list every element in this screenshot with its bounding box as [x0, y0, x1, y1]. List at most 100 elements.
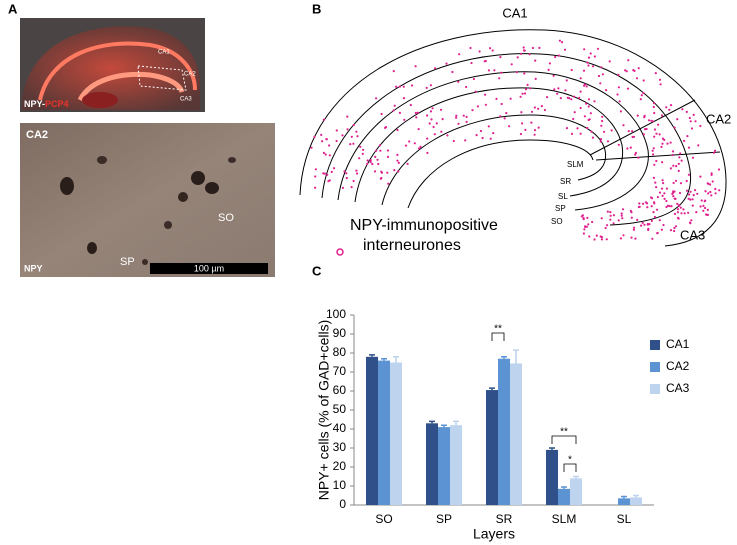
cell-dot — [533, 133, 536, 136]
cell-dot — [325, 138, 328, 141]
layer-label: SP — [120, 256, 135, 268]
bar — [366, 356, 378, 505]
cell-dot — [369, 161, 372, 164]
cell-dot — [714, 192, 717, 195]
cell-dot — [409, 103, 412, 107]
cell-dot — [601, 115, 604, 118]
cell-dot — [674, 225, 678, 228]
cell-dot — [328, 179, 331, 182]
panel-label: B — [312, 1, 321, 16]
cell-dot — [671, 192, 674, 195]
cell-dot — [712, 151, 716, 154]
cell-dot — [687, 173, 691, 176]
cell-dot — [668, 205, 671, 208]
cell-dot — [625, 70, 628, 73]
cell-dot — [465, 120, 468, 123]
cell-dot — [657, 123, 660, 126]
cell-dot — [404, 144, 408, 147]
cell-dot — [362, 148, 365, 151]
cell-dot — [508, 125, 511, 128]
cell-dot — [431, 107, 434, 110]
cell-dot — [585, 102, 588, 105]
cell-dot — [314, 168, 317, 171]
bar — [378, 360, 390, 505]
cell-dot — [700, 199, 703, 202]
cell-dot — [641, 221, 644, 224]
cell-dot — [587, 105, 590, 108]
cell-dot — [658, 219, 661, 222]
cell-dot — [670, 205, 673, 208]
cell-dot — [352, 123, 355, 127]
stain-pcp4: PCP4 — [45, 99, 69, 109]
error-bar — [633, 494, 639, 498]
cell-dot — [386, 155, 390, 158]
cell-dot — [632, 69, 635, 72]
cell-dot — [379, 149, 382, 152]
cell-dot — [369, 159, 372, 162]
legend-label: CA2 — [666, 359, 690, 373]
stain-label: NPY — [24, 263, 43, 273]
cell-dot — [439, 108, 443, 111]
cell-dot — [591, 136, 595, 139]
cell-dot — [658, 191, 662, 194]
cell-dot — [590, 130, 593, 133]
cell-dot — [599, 140, 602, 143]
y-axis-label: NPY+ cells (% of GAD+cells) — [316, 320, 332, 501]
cell-dot — [572, 117, 575, 121]
cell-dot — [660, 114, 664, 117]
legend-marker — [336, 248, 344, 256]
cell-dot — [476, 105, 479, 108]
cell-dot — [687, 146, 691, 149]
image-label: CA2 — [26, 129, 48, 141]
cell-dot — [688, 193, 691, 196]
cell-dot — [709, 190, 712, 194]
cell-dot — [589, 52, 592, 55]
x-tick-label: SR — [496, 512, 513, 526]
cell-dot — [612, 222, 615, 225]
cell-dot — [429, 84, 432, 87]
cell-dot — [493, 69, 496, 72]
cell-dot — [524, 128, 527, 131]
cell-dot — [560, 41, 564, 44]
cell-dot — [587, 223, 590, 226]
cell-dot — [652, 147, 655, 150]
cell-dot — [489, 137, 492, 140]
cell-dot — [591, 65, 595, 68]
cell-dot — [579, 132, 582, 135]
cell-dot — [465, 115, 468, 118]
cell-dot — [554, 55, 557, 59]
cell-dot — [702, 209, 705, 212]
cell-dot — [498, 77, 501, 80]
bar — [510, 363, 522, 505]
cell-dots — [310, 39, 721, 241]
cell-dot — [570, 132, 574, 135]
cell-dot — [413, 142, 416, 145]
cell-dot — [500, 102, 503, 106]
cell-dot — [678, 204, 681, 207]
cell-dot — [474, 90, 477, 93]
cell-dot — [352, 179, 355, 183]
cell-dot — [356, 172, 359, 175]
legend-label: CA1 — [666, 337, 690, 351]
cell-dot — [707, 182, 710, 185]
cell-dot — [713, 149, 717, 152]
cell-dot — [661, 137, 665, 140]
cell-dot — [662, 182, 665, 185]
cell-dot — [558, 39, 562, 42]
cell-dot — [646, 202, 649, 205]
cell-dot — [588, 235, 591, 238]
cell-dot — [599, 82, 602, 85]
legend-swatch — [650, 384, 660, 394]
cell-dot — [660, 187, 664, 190]
cell-dot — [503, 117, 506, 120]
cell-dot — [599, 138, 603, 141]
bar — [450, 425, 462, 505]
cell-dot — [617, 219, 620, 222]
cell-dot — [676, 211, 680, 214]
cell-dot — [500, 71, 503, 74]
cell-dot — [426, 151, 429, 154]
cell-dot — [654, 181, 657, 184]
cell-dot — [652, 211, 655, 214]
cell-dot — [606, 224, 609, 227]
cell-dot — [402, 97, 406, 100]
